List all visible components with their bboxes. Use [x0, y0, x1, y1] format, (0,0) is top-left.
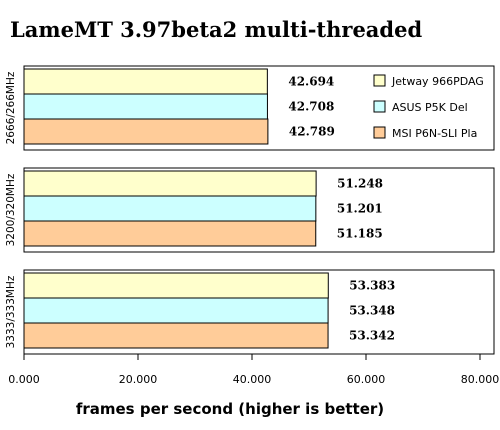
data-label-1-1: 51.201 [337, 202, 383, 216]
data-label-1-2: 51.185 [337, 227, 383, 241]
category-label-1: 3200/320MHz [5, 173, 17, 246]
chart-title: LameMT 3.97beta2 multi-threaded [10, 17, 422, 42]
legend-swatch-0 [373, 74, 386, 87]
bar-2-1 [23, 297, 329, 324]
bar-2-0 [23, 272, 329, 299]
x-axis-label: frames per second (higher is better) [76, 400, 384, 418]
data-label-0-2: 42.789 [289, 125, 335, 139]
legend-label-2: MSI P6N-SLI Pla [392, 127, 477, 140]
legend-label-1: ASUS P5K Del [392, 101, 468, 114]
plot-area: 2666/266MHz 42.694 42.708 42.789 3200/320MHz… [5, 65, 500, 386]
bar-1-0 [23, 170, 317, 197]
data-label-0-1: 42.708 [288, 100, 334, 114]
bar-2-2 [23, 322, 329, 349]
legend: Jetway 966PDAG ASUS P5K Del MSI P6N-SLI Pl… [373, 74, 484, 140]
data-label-0-0: 42.694 [288, 75, 334, 89]
bar-0-1 [23, 93, 268, 120]
x-tick-label-0: 0.000 [8, 373, 40, 386]
x-tick-label-3: 60.000 [347, 373, 386, 386]
category-label-2: 3333/333MHz [5, 275, 17, 348]
data-label-2-0: 53.383 [349, 279, 395, 293]
legend-swatch-2 [373, 126, 386, 139]
x-tick-label-4: 80.000 [461, 373, 500, 386]
data-label-2-2: 53.342 [349, 329, 395, 343]
x-tick-label-1: 20.000 [119, 373, 158, 386]
bar-1-1 [23, 195, 317, 222]
x-tick-label-2: 40.000 [233, 373, 272, 386]
category-label-0: 2666/266MHz [5, 71, 17, 144]
data-label-2-1: 53.348 [349, 304, 395, 318]
bar-1-2 [23, 220, 317, 247]
legend-swatch-1 [373, 100, 386, 113]
bar-0-2 [23, 118, 269, 145]
legend-label-0: Jetway 966PDAG [391, 75, 484, 88]
data-label-1-0: 51.248 [337, 177, 383, 191]
bar-0-0 [23, 68, 268, 95]
